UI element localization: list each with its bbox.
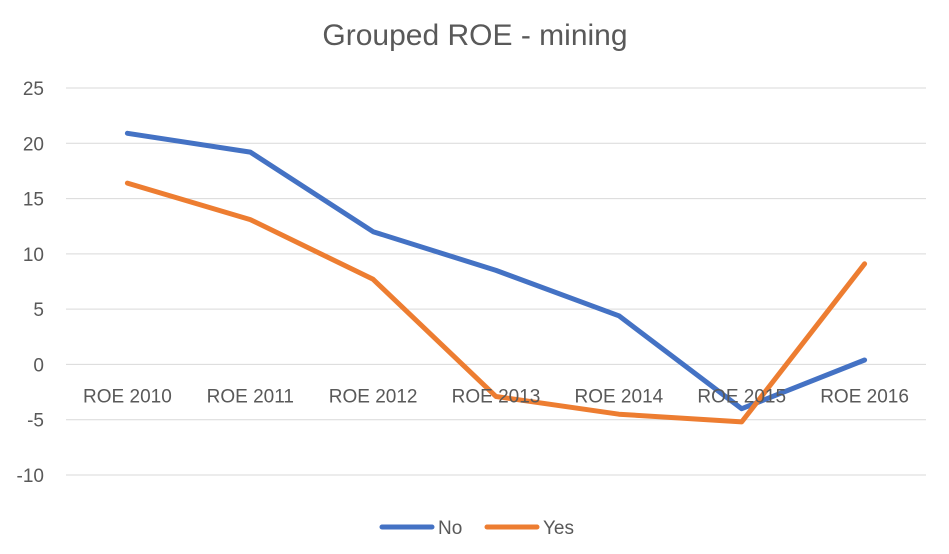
legend-label-yes: Yes xyxy=(543,518,574,539)
x-category-label: ROE 2015 xyxy=(697,386,786,407)
y-tick-label: 0 xyxy=(33,355,44,376)
legend: No Yes xyxy=(379,518,574,539)
series-lines xyxy=(124,130,868,425)
x-category-label: ROE 2010 xyxy=(83,386,172,407)
x-category-label: ROE 2016 xyxy=(820,386,909,407)
series-line-no xyxy=(124,130,868,412)
x-axis-categories: ROE 2010 ROE 2011 ROE 2012 ROE 2013 ROE 2014… xyxy=(83,386,909,407)
x-category-label: ROE 2014 xyxy=(574,386,663,407)
y-axis-ticks: 25 20 15 10 5 0 -5 -10 xyxy=(17,79,44,487)
chart-title: Grouped ROE - mining xyxy=(322,19,627,52)
y-tick-label: 10 xyxy=(23,245,44,266)
x-category-label: ROE 2011 xyxy=(207,386,294,407)
y-tick-label: -10 xyxy=(17,466,44,487)
y-tick-label: 25 xyxy=(23,79,44,100)
y-tick-label: 15 xyxy=(23,190,44,211)
legend-label-no: No xyxy=(438,518,462,539)
y-tick-label: 20 xyxy=(23,134,44,155)
gridlines xyxy=(66,87,926,476)
x-category-label: ROE 2013 xyxy=(452,386,541,407)
y-tick-label: 5 xyxy=(33,300,44,321)
y-tick-label: -5 xyxy=(27,411,44,432)
x-category-label: ROE 2012 xyxy=(329,386,418,407)
